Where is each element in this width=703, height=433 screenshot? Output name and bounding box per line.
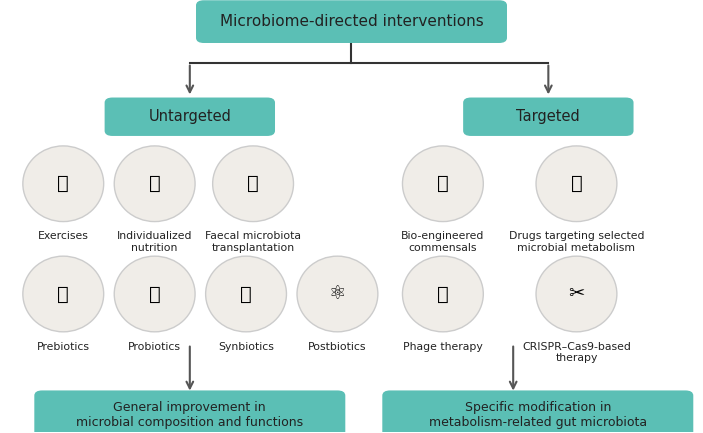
Ellipse shape — [212, 146, 293, 222]
FancyBboxPatch shape — [383, 391, 692, 433]
FancyBboxPatch shape — [35, 391, 344, 433]
Text: 🏃: 🏃 — [58, 174, 69, 193]
Text: Bio-engineered
commensals: Bio-engineered commensals — [401, 231, 484, 253]
Ellipse shape — [536, 256, 617, 332]
Text: Untargeted: Untargeted — [148, 109, 231, 124]
Text: 🫛: 🫛 — [149, 284, 160, 304]
Text: Microbiome-directed interventions: Microbiome-directed interventions — [219, 14, 484, 29]
Text: Specific modification in
metabolism-related gut microbiota: Specific modification in metabolism-rela… — [429, 401, 647, 429]
Ellipse shape — [114, 146, 195, 222]
Text: General improvement in
microbial composition and functions: General improvement in microbial composi… — [76, 401, 304, 429]
Ellipse shape — [22, 256, 104, 332]
Text: 🦠: 🦠 — [437, 284, 449, 304]
Ellipse shape — [205, 256, 287, 332]
Text: CRISPR–Cas9-based
therapy: CRISPR–Cas9-based therapy — [522, 342, 631, 363]
Text: Exercises: Exercises — [38, 231, 89, 241]
FancyBboxPatch shape — [105, 98, 274, 135]
Text: 🧪: 🧪 — [247, 174, 259, 193]
FancyBboxPatch shape — [197, 1, 506, 42]
Text: Faecal microbiota
transplantation: Faecal microbiota transplantation — [205, 231, 301, 253]
Text: Targeted: Targeted — [517, 109, 580, 124]
Text: Postbiotics: Postbiotics — [308, 342, 367, 352]
Text: ✂: ✂ — [568, 284, 585, 304]
Text: Individualized
nutrition: Individualized nutrition — [117, 231, 193, 253]
FancyBboxPatch shape — [464, 98, 633, 135]
Ellipse shape — [114, 256, 195, 332]
Text: Prebiotics: Prebiotics — [37, 342, 90, 352]
Text: 🥕: 🥕 — [58, 284, 69, 304]
Text: Synbiotics: Synbiotics — [218, 342, 274, 352]
Ellipse shape — [536, 146, 617, 222]
Text: 💊: 💊 — [571, 174, 582, 193]
Text: Phage therapy: Phage therapy — [403, 342, 483, 352]
Ellipse shape — [402, 256, 484, 332]
Ellipse shape — [297, 256, 378, 332]
Text: 🥦: 🥦 — [149, 174, 160, 193]
Text: 🥬: 🥬 — [240, 284, 252, 304]
Text: 🦠: 🦠 — [437, 174, 449, 193]
Text: Probiotics: Probiotics — [128, 342, 181, 352]
Text: ⚛: ⚛ — [329, 284, 346, 304]
Ellipse shape — [402, 146, 484, 222]
Text: Drugs targeting selected
microbial metabolism: Drugs targeting selected microbial metab… — [509, 231, 644, 253]
Ellipse shape — [22, 146, 104, 222]
